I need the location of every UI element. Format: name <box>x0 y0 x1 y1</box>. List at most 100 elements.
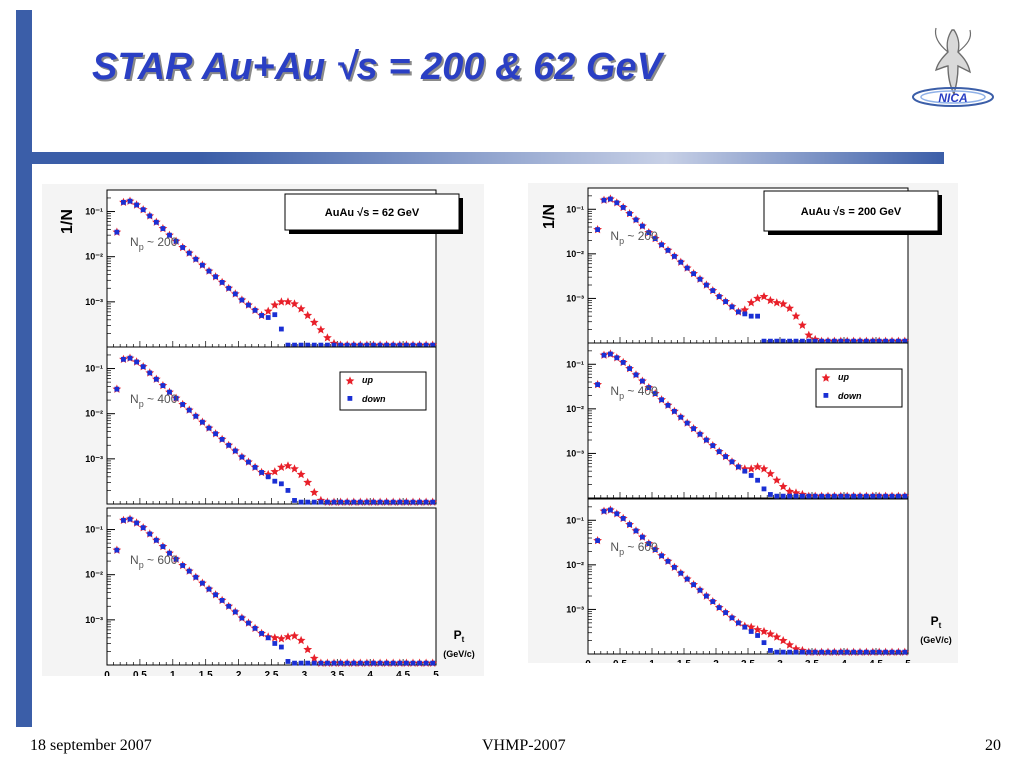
data-point-down <box>812 338 818 344</box>
legend-label-up: up <box>838 372 849 382</box>
data-point-up <box>290 299 299 308</box>
data-point-up <box>309 487 319 497</box>
data-point-down <box>812 649 818 655</box>
data-point-down <box>595 538 600 543</box>
x-tick-label: 5 <box>433 670 439 676</box>
y-tick-label: 10⁻¹ <box>85 207 103 217</box>
data-point-down <box>710 443 716 448</box>
data-point-down <box>232 291 238 297</box>
data-point-down <box>200 419 205 425</box>
data-point-up <box>309 317 319 327</box>
data-point-down <box>351 660 357 666</box>
y-tick-label: 10⁻³ <box>85 454 103 464</box>
x-tick-label: 2.5 <box>265 670 279 676</box>
data-point-down <box>265 474 271 480</box>
data-point-down <box>147 370 153 376</box>
data-point-down <box>774 493 780 499</box>
centrality-label: Np ~ 400 <box>610 384 658 401</box>
data-point-up <box>772 298 782 307</box>
data-point-down <box>239 454 245 460</box>
data-point-down <box>371 342 376 348</box>
data-point-down <box>357 342 363 348</box>
data-point-down <box>344 342 350 348</box>
footer-page-number: 20 <box>985 737 1001 754</box>
data-point-down <box>259 470 265 475</box>
conference-logo: NICA <box>912 27 994 107</box>
data-point-down <box>729 304 735 310</box>
pad-1: 10⁻¹ 10⁻² 10⁻³ Np ~ 200 AuAu √s = 62 GeV <box>85 189 463 349</box>
data-point-up <box>270 300 280 309</box>
data-point-up <box>303 477 313 487</box>
data-point-down <box>423 660 429 666</box>
data-point-down <box>318 499 324 505</box>
data-point-down <box>305 342 311 348</box>
data-point-down <box>167 389 172 395</box>
data-point-down <box>608 507 613 513</box>
legend-marker-down <box>823 393 829 398</box>
y-tick-label: 10⁻² <box>566 560 584 570</box>
data-point-down <box>787 649 792 655</box>
data-point-down <box>793 338 799 344</box>
data-point-down <box>417 499 422 505</box>
chart-title-box <box>284 193 460 231</box>
data-point-down <box>318 342 324 348</box>
logo-text: NICA <box>938 91 967 105</box>
data-point-down <box>423 499 429 505</box>
data-point-down <box>883 493 888 499</box>
data-point-down <box>672 564 677 570</box>
data-point-down <box>397 342 403 348</box>
data-point-down <box>614 200 620 206</box>
data-point-down <box>614 511 620 517</box>
data-point-down <box>371 660 376 666</box>
data-point-down <box>697 276 703 282</box>
data-point-down <box>844 338 850 344</box>
data-point-down <box>377 499 383 505</box>
data-point-down <box>226 442 232 448</box>
data-point-down <box>678 570 684 576</box>
legend-marker-up <box>821 373 831 382</box>
data-point-down <box>298 342 304 348</box>
data-point-down <box>838 493 844 499</box>
data-point-down <box>318 660 324 666</box>
y-axis-title: 1/N <box>59 209 76 234</box>
y-tick-label: 10⁻³ <box>566 604 584 614</box>
x-axis-unit: (GeV/c) <box>443 649 475 659</box>
x-tick-label: 1 <box>170 670 176 676</box>
data-point-down <box>825 493 831 499</box>
data-point-down <box>620 360 626 365</box>
data-point-down <box>403 499 409 505</box>
data-point-down <box>246 302 251 308</box>
data-point-down <box>167 232 172 238</box>
data-point-down <box>311 342 317 348</box>
data-point-up <box>296 635 306 645</box>
chart-title: AuAu √s = 200 GeV <box>801 206 902 218</box>
legend-label-down: down <box>362 394 386 404</box>
data-point-down <box>800 493 805 499</box>
data-point-down <box>819 493 824 499</box>
x-tick-label: 1.5 <box>199 670 213 676</box>
data-point-down <box>800 338 805 344</box>
data-point-down <box>153 219 159 225</box>
data-point-down <box>272 641 278 646</box>
data-point-down <box>761 338 767 344</box>
data-point-down <box>206 586 212 592</box>
data-point-up <box>270 633 280 642</box>
pad-3: 10⁻¹ 10⁻² 10⁻³ Np ~ 600 <box>85 507 438 667</box>
data-point-down <box>819 338 824 344</box>
data-point-down <box>206 425 212 431</box>
data-point-down <box>652 236 658 241</box>
x-tick-label: 5 <box>905 659 911 663</box>
data-point-down <box>876 493 882 499</box>
y-tick-label: 10⁻¹ <box>85 364 103 374</box>
data-point-down <box>384 342 390 348</box>
data-point-down <box>114 229 120 235</box>
data-point-up <box>283 632 293 641</box>
data-point-down <box>121 517 126 523</box>
data-point-down <box>140 364 146 370</box>
data-point-down <box>325 499 330 505</box>
data-point-down <box>620 516 626 521</box>
x-tick-label: 1.5 <box>677 659 691 663</box>
data-point-down <box>595 227 600 232</box>
centrality-label: Np ~ 200 <box>130 235 178 252</box>
